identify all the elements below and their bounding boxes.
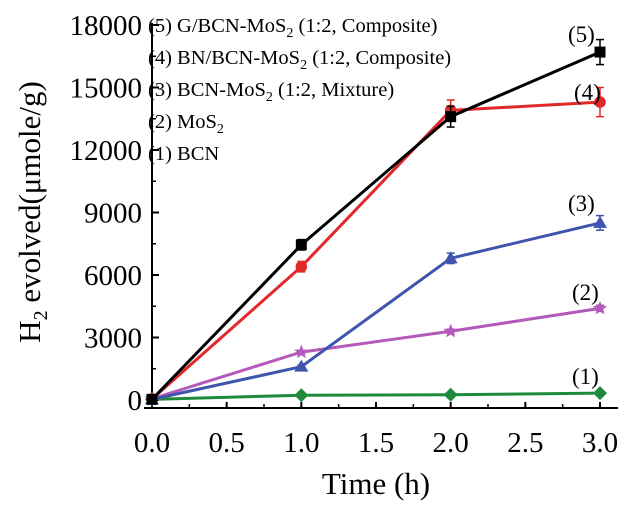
y-axis-title: H2 evolved(μmole/g) [12, 81, 52, 343]
series-group [144, 300, 608, 405]
data-point-triangle-marker [593, 215, 607, 228]
data-point-diamond-marker [443, 387, 458, 402]
series-line [151, 391, 601, 401]
data-point-star-marker [443, 323, 458, 338]
data-point-triangle-marker [294, 359, 309, 372]
data-point-triangle-marker [443, 251, 458, 264]
x-tick-label: 0.5 [209, 427, 245, 459]
x-tick-label: 1.5 [358, 427, 394, 459]
series-group [145, 214, 607, 405]
legend-entry-text-after: (1:2, Composite) [293, 15, 437, 37]
series-line [151, 306, 601, 401]
series-group [145, 386, 607, 407]
data-point-star-marker [294, 344, 309, 359]
legend-entry-text: (5) G/BCN-MoS [148, 15, 286, 37]
legend-entry-subscript: 2 [300, 58, 307, 73]
legend-entry-text: (1) BCN [148, 143, 219, 165]
y-axis-title-subscript: 2 [30, 310, 52, 320]
series-group [146, 38, 606, 405]
series-number-label: (3) [568, 191, 595, 216]
data-point-circle-marker [295, 260, 308, 273]
series-number-label: (1) [572, 364, 599, 389]
legend-entry-subscript: 2 [286, 26, 293, 41]
series-number-labels: (1) (2) (3) (4) (5) [568, 22, 601, 389]
series-layer [144, 38, 608, 407]
series-line [150, 50, 601, 401]
x-tick-label: 0.0 [134, 427, 170, 459]
data-point-square-marker [594, 46, 606, 58]
y-tick-label: 12000 [70, 135, 143, 167]
series-number-label: (4) [574, 80, 601, 105]
y-tick-label: 6000 [84, 260, 142, 292]
x-tick-label: 2.0 [433, 427, 469, 459]
data-point-circle-marker [594, 96, 606, 108]
y-tick-label: 9000 [84, 198, 142, 230]
y-tick-label: 15000 [70, 73, 143, 105]
legend-entry: (2) MoS2 [148, 111, 224, 137]
x-tick-label: 1.0 [283, 427, 319, 459]
series-group [146, 86, 606, 405]
x-axis-title: Time (h) [322, 466, 430, 501]
legend-entry: (1) BCN [148, 143, 219, 165]
data-point-star-marker [592, 300, 608, 315]
legend-entry-text: (2) MoS [148, 111, 217, 133]
y-tick-label: 18000 [70, 10, 143, 42]
series-number-label: (2) [572, 280, 599, 305]
legend: (5) G/BCN-MoS2 (1:2, Composite)(4) BN/BC… [148, 15, 451, 165]
y-axis-title-suffix: evolved(μmole/g) [12, 81, 47, 310]
data-point-square-marker [146, 393, 158, 405]
legend-entry-text-after: (1:2, Mixture) [273, 79, 394, 101]
legend-entry: (4) BN/BCN-MoS2 (1:2, Composite) [148, 47, 451, 73]
legend-entry-text: (4) BN/BCN-MoS [148, 47, 300, 69]
legend-entry-subscript: 2 [217, 122, 224, 137]
series-line [151, 221, 601, 401]
legend-entry-text: (3) BCN-MoS [148, 79, 266, 101]
x-tick-label: 2.5 [507, 427, 543, 459]
y-axis-title-prefix: H [12, 320, 47, 342]
legend-entry-text-after: (1:2, Composite) [307, 47, 451, 69]
data-point-square-marker [445, 111, 457, 123]
legend-entry: (3) BCN-MoS2 (1:2, Mixture) [148, 79, 394, 105]
y-tick-label: 3000 [84, 323, 142, 355]
axes: 0.0 0.5 1.0 1.5 2.0 2.5 3.0 0 3000 6000 9000 12000 1… [12, 10, 618, 501]
legend-entry-subscript: 2 [266, 90, 273, 105]
series-line [151, 100, 601, 401]
data-point-diamond-marker [593, 386, 607, 401]
x-tick-label: 3.0 [582, 427, 618, 459]
y-tick-label: 0 [128, 385, 143, 417]
legend-entry: (5) G/BCN-MoS2 (1:2, Composite) [148, 15, 437, 41]
data-point-square-marker [295, 239, 307, 251]
series-number-label: (5) [568, 22, 595, 47]
data-point-diamond-marker [294, 388, 309, 403]
